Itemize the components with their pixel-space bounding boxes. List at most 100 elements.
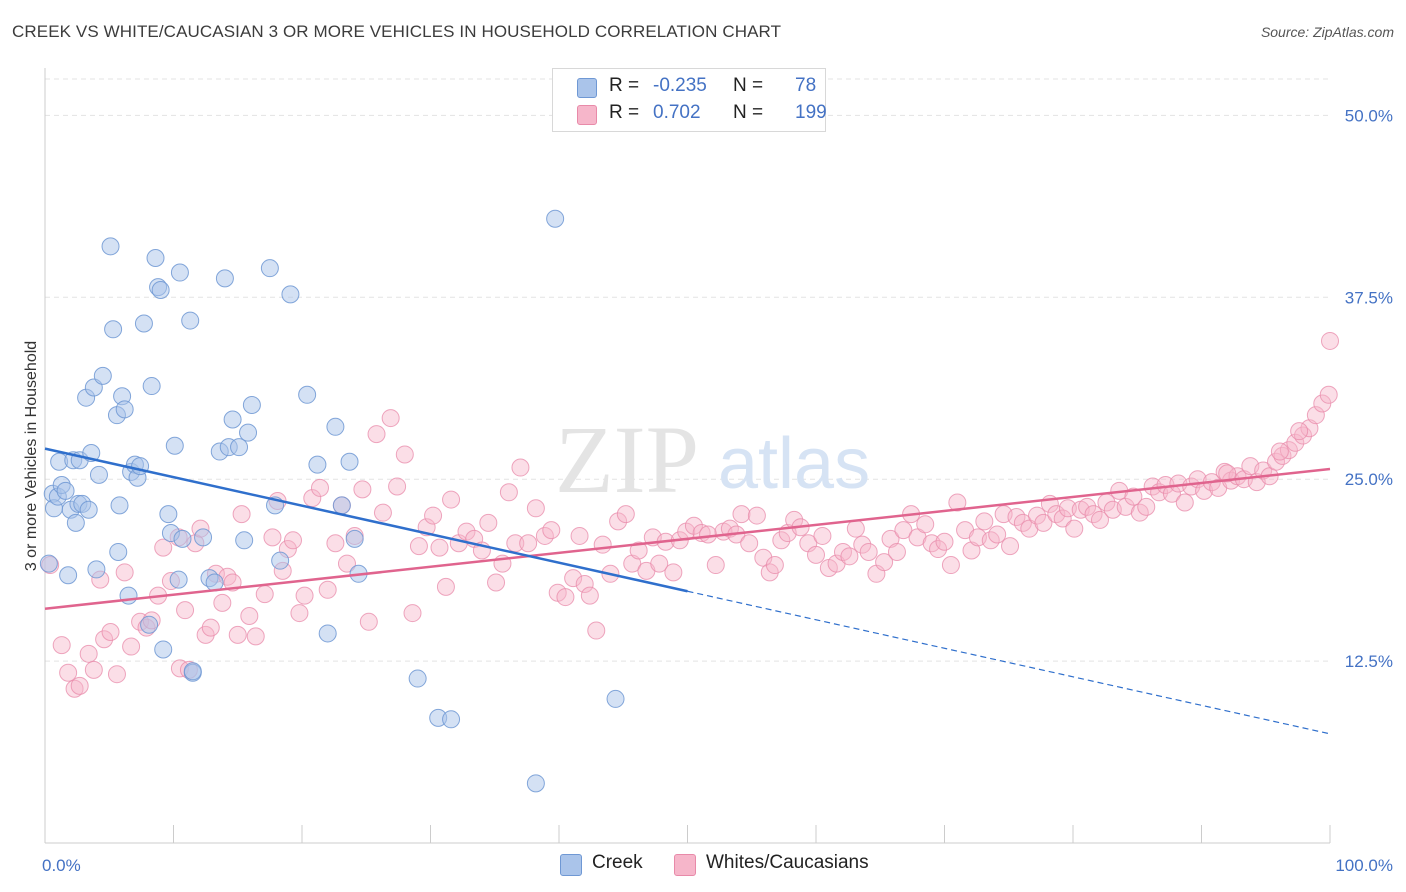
whites-point <box>1053 509 1072 528</box>
whites-point <box>388 477 407 496</box>
creek-point <box>308 455 327 474</box>
whites-point <box>975 512 994 531</box>
whites-point <box>629 541 648 560</box>
whites-point <box>740 534 759 553</box>
creek-point <box>151 281 170 300</box>
whites-point <box>1279 441 1298 460</box>
creek-point <box>59 566 78 585</box>
whites-point <box>935 532 954 551</box>
creek-point <box>181 311 200 330</box>
y-tick-label: 37.5% <box>1345 288 1393 307</box>
legend-n-label: N = <box>733 102 764 123</box>
whites-point <box>107 665 126 684</box>
creek-point <box>101 237 120 256</box>
creek-point <box>242 395 261 414</box>
whites-point <box>846 519 865 538</box>
whites-point <box>1028 506 1047 525</box>
whites-point <box>115 563 134 582</box>
creek-point <box>170 263 189 282</box>
whites-point <box>303 489 322 508</box>
whites-point <box>941 556 960 575</box>
whites-point <box>1001 537 1020 556</box>
legend-r-value: -0.235 <box>653 75 707 96</box>
whites-point <box>894 521 913 540</box>
whites-point <box>52 636 71 655</box>
whites-point <box>79 644 98 663</box>
creek-point <box>119 586 138 605</box>
legend-n-label: N = <box>733 75 764 96</box>
creek-point <box>159 505 178 524</box>
whites-point <box>511 458 530 477</box>
whites-point <box>318 580 337 599</box>
whites-point <box>859 542 878 561</box>
whites-point <box>807 545 825 564</box>
whites-point <box>962 541 981 560</box>
whites-point <box>1090 510 1109 529</box>
whites-point <box>506 534 525 553</box>
whites-point <box>1034 513 1053 532</box>
whites-point <box>699 525 718 544</box>
creek-point <box>230 438 249 457</box>
creek-point <box>173 529 192 548</box>
whites-trend-line <box>44 467 1331 610</box>
whites-point <box>479 513 498 532</box>
whites-point <box>84 660 103 679</box>
whites-point <box>1218 464 1237 483</box>
whites-point <box>1175 493 1194 512</box>
whites-point <box>353 480 372 499</box>
creek-point <box>87 560 106 579</box>
whites-point <box>442 490 461 509</box>
creek-trend-line <box>44 447 688 593</box>
whites-point <box>684 516 703 535</box>
whites-point <box>373 503 392 522</box>
y-tick-label: 12.5% <box>1345 652 1393 671</box>
chart-title: CREEK VS WHITE/CAUCASIAN 3 OR MORE VEHIC… <box>12 22 782 41</box>
whites-point <box>887 542 906 561</box>
legend-creek-label: Creek <box>592 852 643 873</box>
creek-point <box>56 481 75 500</box>
creek-point <box>134 314 153 333</box>
creek-point <box>606 689 625 708</box>
x-tick-label: 100.0% <box>1335 856 1393 875</box>
creek-point <box>142 377 161 396</box>
whites-point <box>587 621 606 640</box>
stats-legend: R = -0.235 N = 78 R = 0.702 N = 199 <box>552 68 827 132</box>
whites-point <box>765 556 784 575</box>
whites-point <box>948 493 967 512</box>
creek-point <box>298 385 317 404</box>
whites-point <box>747 506 766 525</box>
whites-point <box>263 528 282 547</box>
legend-r-label: R = <box>609 102 640 123</box>
creek-point <box>281 285 300 304</box>
creek-point <box>546 209 565 228</box>
whites-point <box>1270 442 1289 461</box>
whites-point <box>1300 419 1319 438</box>
creek-swatch <box>577 78 597 98</box>
source-label: Source: ZipAtlas.com <box>1260 24 1394 40</box>
whites-point <box>65 679 84 698</box>
whites-point <box>1290 422 1309 441</box>
whites-point <box>732 505 751 524</box>
creek-trend-extension <box>687 590 1331 735</box>
creek-point <box>235 531 254 550</box>
whites-point <box>609 512 628 531</box>
whites-point <box>424 506 443 525</box>
whites-point <box>359 612 378 631</box>
grid-lines <box>45 78 1330 662</box>
whites-point <box>290 604 309 623</box>
watermark-zip: ZIP <box>555 406 699 513</box>
whites-point <box>95 630 114 649</box>
creek-point <box>104 320 123 339</box>
whites-point <box>988 525 1007 544</box>
whites-point <box>337 554 356 573</box>
whites-point <box>840 547 859 566</box>
axes <box>44 68 1331 844</box>
whites-swatch <box>674 854 696 876</box>
whites-point <box>284 531 303 550</box>
creek-point <box>345 529 364 548</box>
whites-point <box>916 515 935 534</box>
whites-point <box>881 529 900 548</box>
creek-point <box>326 417 345 436</box>
whites-point <box>381 409 400 428</box>
legend-r-value: 0.702 <box>653 102 701 123</box>
